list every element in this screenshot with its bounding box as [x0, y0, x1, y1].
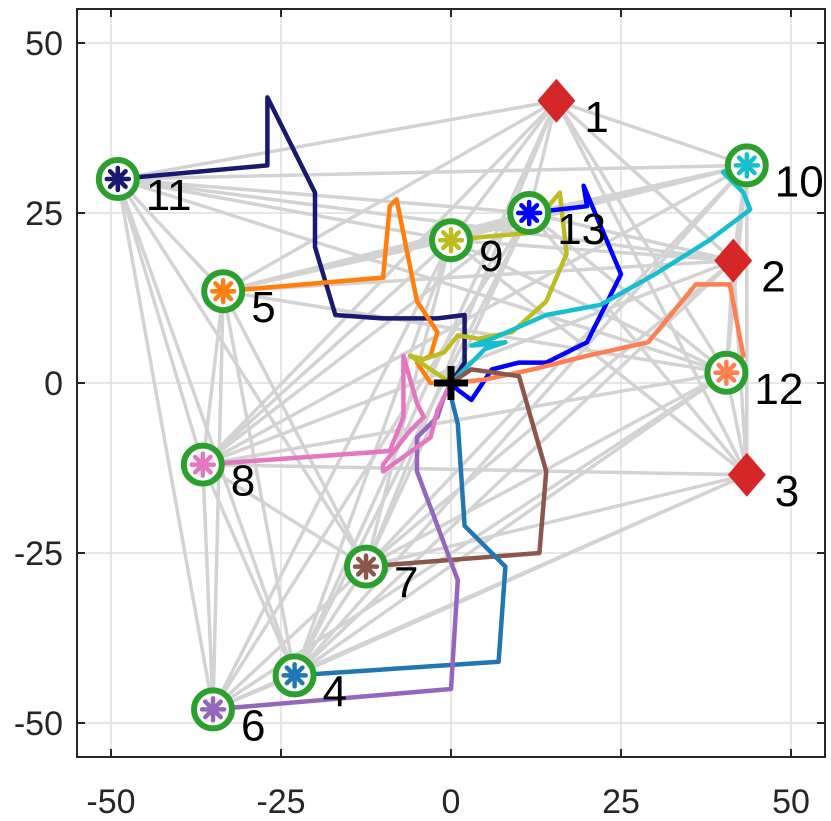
asterisk-arm [192, 454, 213, 475]
asterisk-arm [355, 556, 377, 577]
trajectory-agent-5 [220, 197, 454, 386]
agent-asterisk-8 [189, 451, 217, 478]
node-label-7: 7 [394, 559, 418, 608]
asterisk-arm [736, 155, 757, 176]
graph-edge [116, 99, 559, 181]
agent-asterisk-12 [713, 359, 740, 387]
trajectory-agent-12 [448, 282, 746, 386]
agent-asterisk-11 [104, 165, 132, 193]
graph-edge [554, 99, 735, 263]
x-tick-label: 50 [772, 783, 810, 821]
graph-edge [201, 289, 225, 467]
node-label-6: 6 [241, 701, 265, 750]
agent-asterisk-7 [352, 553, 380, 580]
asterisk-arm [107, 168, 128, 190]
x-tick-label: -25 [256, 783, 305, 821]
graph-edge [221, 99, 559, 293]
graph-edge [116, 177, 729, 375]
node-label-11: 11 [146, 171, 192, 220]
graph-edge [116, 177, 735, 263]
target-diamond-1 [537, 78, 576, 123]
node-label-10: 10 [775, 157, 824, 206]
graph-edge [527, 211, 729, 375]
graph-nodes [95, 78, 769, 732]
x-tick-label: 25 [602, 783, 640, 821]
graph-edge [201, 163, 749, 467]
node-label-13: 13 [557, 205, 606, 254]
graph-edge [116, 177, 205, 467]
y-tick-label: -25 [14, 535, 63, 573]
graph-edge [116, 177, 531, 215]
graph-edge [527, 163, 749, 215]
graph-edge [292, 211, 531, 678]
graph-edge [201, 211, 531, 467]
asterisk-arm [213, 281, 234, 302]
graph-edge [292, 371, 729, 678]
y-tick-label: 25 [25, 195, 63, 233]
node-label-4: 4 [323, 667, 347, 716]
asterisk-arm [519, 202, 540, 224]
graph-edge [201, 258, 735, 467]
trajectory-agent-11 [115, 95, 467, 386]
graph-edge [554, 99, 749, 477]
graph-edge [364, 238, 453, 569]
graph-edge [449, 238, 749, 477]
graph-edge [116, 163, 749, 181]
agent-asterisk-5 [209, 277, 237, 305]
graph-edge [116, 177, 215, 712]
agent-asterisk-10 [733, 152, 761, 179]
graph-edge [116, 177, 225, 293]
graph-edge [554, 99, 729, 375]
graph-edge [221, 289, 297, 678]
node-label-5: 5 [251, 283, 275, 332]
target-diamond-3 [727, 452, 766, 497]
agent-asterisk-13 [515, 199, 543, 227]
agent-asterisk-4 [281, 662, 308, 689]
y-tick-label: 0 [44, 365, 63, 403]
node-label-9: 9 [479, 232, 503, 281]
asterisk-arm [284, 665, 305, 686]
node-label-2: 2 [761, 253, 785, 302]
asterisk-arm [716, 362, 737, 383]
graph-edge [116, 177, 453, 242]
x-tick-label: 0 [442, 783, 461, 821]
trajectory-agent-8 [200, 353, 454, 474]
trajectory-agent-7 [363, 367, 549, 569]
graph-edge [116, 177, 368, 569]
center-marker [434, 366, 468, 400]
graph-edge [554, 99, 749, 168]
trajectories [115, 95, 753, 712]
graph-edge [292, 99, 559, 678]
node-label-8: 8 [231, 457, 255, 506]
x-tick-label: -50 [86, 783, 135, 821]
asterisk-arm [202, 699, 224, 720]
node-label-1: 1 [584, 93, 608, 142]
graph-edge [364, 473, 749, 569]
agent-asterisk-9 [437, 226, 465, 254]
graph-edge [201, 462, 297, 678]
graph-edge [201, 462, 215, 712]
target-diamond-2 [714, 238, 753, 283]
graph-edge [292, 473, 749, 678]
y-tick-label: -50 [14, 705, 63, 743]
y-tick-label: 50 [25, 25, 63, 63]
trajectory-agent-13 [448, 183, 624, 403]
node-label-3: 3 [775, 467, 799, 516]
graph-edge [292, 163, 749, 678]
agent-asterisk-6 [199, 696, 227, 723]
graph-edge [201, 238, 453, 467]
trajectory-agent-10 [448, 163, 753, 386]
graph-edge [211, 564, 368, 712]
asterisk-arm [440, 230, 462, 251]
node-label-12: 12 [754, 365, 803, 414]
